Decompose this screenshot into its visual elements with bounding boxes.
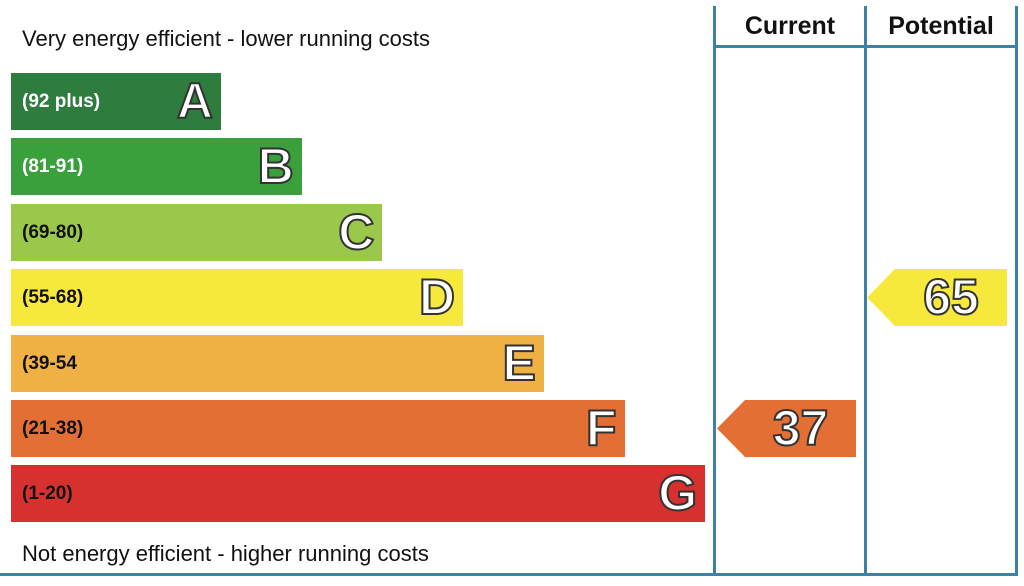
band-a: (92 plus) A bbox=[11, 72, 221, 130]
band-g: (1-20) G bbox=[11, 464, 706, 523]
band-range-label: (81-91) bbox=[22, 156, 84, 178]
band-letter: G bbox=[657, 464, 698, 522]
band-range-label: (92 plus) bbox=[22, 91, 101, 112]
potential-column-header: Potential bbox=[888, 12, 994, 40]
column-divider-line bbox=[864, 6, 867, 576]
current-arrow-shape bbox=[717, 400, 856, 457]
top-caption: Very energy efficient - lower running co… bbox=[22, 26, 431, 51]
band-d: (55-68) D bbox=[11, 268, 464, 327]
band-c: (69-80) C bbox=[11, 203, 383, 261]
current-arrow-polygon bbox=[717, 400, 856, 457]
potential-rating-value: 65 bbox=[922, 268, 980, 326]
bottom-line bbox=[0, 573, 1018, 576]
band-letter: B bbox=[257, 137, 295, 195]
band-letter: F bbox=[585, 399, 618, 457]
band-range-label: (1-20) bbox=[22, 483, 73, 505]
band-letter: C bbox=[337, 203, 375, 261]
potential-rating-arrow: 65 bbox=[867, 268, 1007, 327]
band-range-label: (21-38) bbox=[22, 418, 84, 439]
potential-arrow-shape bbox=[867, 269, 1007, 327]
current-column-header: Current bbox=[744, 12, 836, 40]
band-b: (81-91) B bbox=[11, 137, 302, 196]
band-letter: A bbox=[176, 72, 214, 130]
band-letter: E bbox=[501, 334, 536, 392]
band-letter: D bbox=[418, 268, 456, 326]
header-underline bbox=[713, 45, 1018, 48]
band-range-label: (55-68) bbox=[22, 287, 84, 309]
potential-column-right-line bbox=[1015, 6, 1018, 576]
current-column-left-line bbox=[713, 6, 716, 576]
band-e: (39-54 E bbox=[11, 334, 544, 392]
potential-arrow-polygon bbox=[867, 269, 1007, 327]
current-rating-arrow: 37 bbox=[717, 399, 856, 457]
bottom-caption: Not energy efficient - higher running co… bbox=[22, 541, 429, 566]
current-rating-value: 37 bbox=[772, 399, 830, 457]
band-range-label: (69-80) bbox=[22, 221, 84, 243]
band-range-label: (39-54 bbox=[22, 352, 77, 374]
band-f: (21-38) F bbox=[11, 399, 625, 457]
